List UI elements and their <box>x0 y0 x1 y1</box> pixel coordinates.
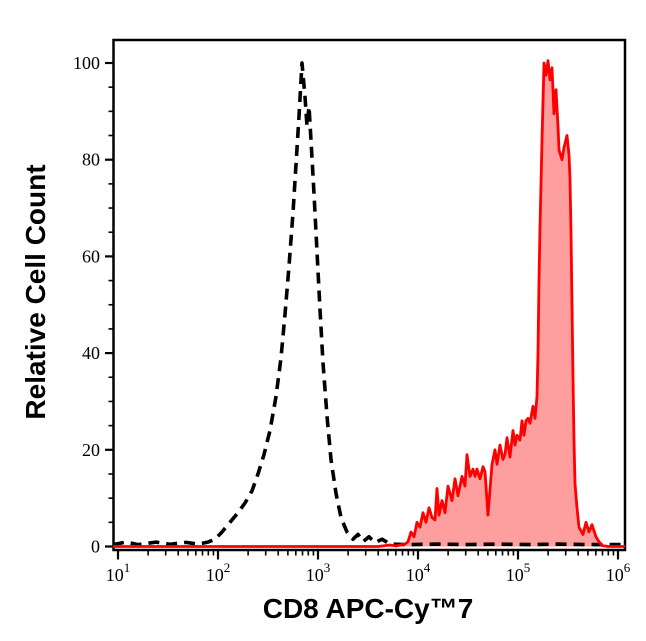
y-tick-label: 100 <box>73 53 100 73</box>
y-axis-ticks: 0 20 40 60 80 100 <box>73 53 114 557</box>
series-strokes <box>112 59 625 548</box>
y-tick-label: 60 <box>82 246 100 266</box>
x-axis-title: CD8 APC-Cy™7 <box>262 593 474 624</box>
red-stained-curve <box>113 59 625 548</box>
y-tick-label: 40 <box>82 343 100 363</box>
plot-border <box>112 38 627 552</box>
y-tick-label: 0 <box>91 537 100 557</box>
x-tick-label: 106 <box>606 560 631 585</box>
y-axis-title: Relative Cell Count <box>20 164 51 420</box>
series-fills <box>113 60 625 547</box>
x-axis-ticks: 101 102 103 104 105 106 <box>106 550 631 585</box>
red-fill <box>113 60 625 547</box>
x-tick-label: 102 <box>206 560 231 585</box>
x-tick-label: 101 <box>106 560 131 585</box>
x-tick-label: 105 <box>506 560 531 585</box>
dashed-control-curve <box>112 61 623 547</box>
y-tick-label: 20 <box>82 440 100 460</box>
x-tick-label: 104 <box>406 560 431 585</box>
y-tick-label: 80 <box>82 150 100 170</box>
x-tick-label: 103 <box>306 560 331 585</box>
